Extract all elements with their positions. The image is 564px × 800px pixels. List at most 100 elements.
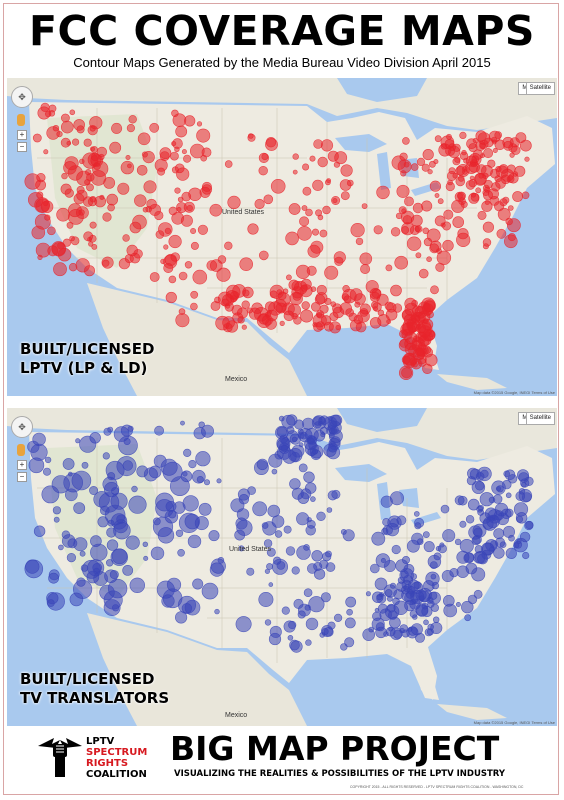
station-contour — [446, 133, 452, 140]
station-contour — [518, 488, 526, 495]
station-contour — [484, 199, 490, 205]
station-contour — [242, 286, 254, 299]
station-contour — [281, 606, 290, 615]
pan-control-icon[interactable]: ✥ — [11, 416, 33, 438]
station-contour — [261, 314, 273, 326]
station-contour — [340, 191, 350, 201]
station-contour — [123, 437, 131, 445]
station-contour — [105, 559, 114, 567]
translator-map-canvas[interactable] — [7, 408, 557, 726]
station-contour — [305, 482, 317, 494]
station-contour — [258, 592, 274, 608]
station-contour — [288, 203, 301, 215]
overlay-line-1: BUILT/LICENSED — [20, 670, 155, 688]
station-contour — [349, 319, 362, 332]
station-contour — [165, 291, 177, 304]
station-contour — [340, 164, 353, 177]
station-contour — [442, 239, 454, 252]
station-contour — [263, 539, 273, 548]
station-contour — [426, 256, 432, 262]
zoom-out-button[interactable]: − — [17, 472, 27, 482]
station-contour — [334, 151, 348, 165]
copyright-notice: COPYRIGHT 2015 - ALL RIGHTS RESERVED - L… — [350, 785, 524, 789]
station-contour — [340, 529, 347, 535]
street-view-pegman-icon[interactable] — [17, 114, 25, 126]
station-contour — [171, 109, 179, 117]
lake-superior — [335, 464, 387, 482]
station-contour — [399, 365, 414, 381]
zoom-in-button[interactable]: + — [17, 130, 27, 140]
station-contour — [102, 212, 112, 222]
satellite-type-button[interactable]: Satellite — [525, 82, 555, 95]
station-contour — [313, 562, 323, 572]
station-contour — [90, 543, 108, 562]
station-contour — [69, 109, 76, 116]
zoom-out-button[interactable]: − — [17, 142, 27, 152]
station-contour — [197, 224, 208, 235]
station-contour — [268, 301, 283, 316]
station-contour — [79, 158, 85, 165]
station-contour — [519, 139, 532, 152]
station-contour — [168, 234, 182, 249]
station-contour — [411, 532, 424, 545]
lptv-coverage-map[interactable]: ✥ + − Map Satellite United States Mexico… — [7, 78, 557, 396]
station-contour — [190, 228, 197, 235]
station-contour — [90, 535, 102, 547]
country-label: United States — [222, 209, 265, 216]
station-contour — [72, 579, 93, 599]
translator-coverage-map[interactable]: ✥ + − Map Satellite United States Mexico… — [7, 408, 557, 726]
station-contour — [190, 290, 199, 299]
station-contour — [427, 600, 435, 608]
station-contour — [60, 120, 74, 134]
station-contour — [372, 591, 384, 603]
satellite-type-button[interactable]: Satellite — [525, 412, 555, 425]
station-contour — [136, 165, 148, 176]
station-contour — [412, 362, 418, 368]
station-contour — [84, 179, 91, 186]
coverage-contours — [24, 414, 534, 653]
station-contour — [468, 161, 480, 173]
station-contour — [435, 545, 442, 552]
station-contour — [293, 316, 302, 325]
station-contour — [236, 519, 253, 536]
station-contour — [507, 233, 516, 242]
station-contour — [37, 106, 51, 120]
station-contour — [198, 502, 212, 516]
station-contour — [295, 264, 311, 279]
project-tagline: VISUALIZING THE REALITIES & POSSIBILITIE… — [174, 769, 506, 779]
station-contour — [235, 616, 252, 633]
street-view-pegman-icon[interactable] — [17, 444, 25, 456]
station-contour — [61, 172, 68, 180]
station-contour — [461, 600, 474, 614]
station-contour — [459, 131, 467, 140]
station-contour — [397, 159, 412, 174]
station-contour — [171, 212, 184, 225]
station-contour — [91, 243, 98, 250]
station-contour — [409, 316, 417, 324]
lptv-map-canvas[interactable] — [7, 78, 557, 396]
station-contour — [120, 160, 135, 175]
station-contour — [241, 300, 250, 309]
station-contour — [502, 525, 515, 538]
station-contour — [264, 568, 271, 574]
station-contour — [160, 258, 166, 265]
zoom-in-button[interactable]: + — [17, 460, 27, 470]
station-contour — [429, 243, 440, 254]
station-contour — [436, 250, 452, 266]
station-contour — [66, 553, 77, 563]
station-contour — [52, 506, 62, 515]
station-contour — [468, 192, 480, 204]
station-contour — [313, 416, 323, 426]
station-contour — [521, 191, 530, 200]
station-contour — [326, 507, 333, 513]
station-contour — [24, 559, 44, 579]
station-contour — [192, 578, 204, 590]
station-contour — [376, 185, 390, 200]
pan-control-icon[interactable]: ✥ — [11, 86, 33, 108]
station-contour — [168, 206, 178, 216]
station-contour — [32, 133, 42, 143]
station-contour — [102, 259, 110, 267]
station-contour — [310, 302, 321, 312]
station-contour — [389, 491, 404, 506]
station-contour — [107, 519, 115, 527]
